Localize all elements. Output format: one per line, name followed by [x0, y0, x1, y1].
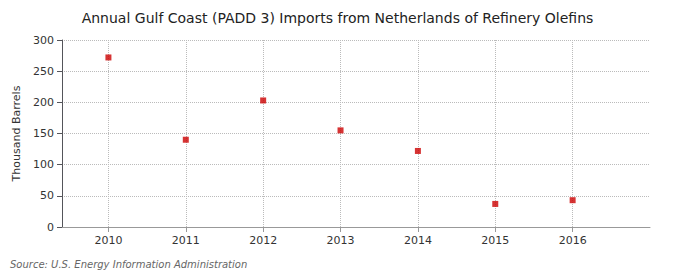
svg-text:100: 100 [33, 158, 54, 171]
svg-text:2015: 2015 [481, 234, 509, 247]
svg-text:Source: U.S. Energy Informatio: Source: U.S. Energy Information Administ… [10, 259, 247, 270]
svg-text:200: 200 [33, 96, 54, 109]
svg-text:2012: 2012 [249, 234, 277, 247]
svg-text:2013: 2013 [327, 234, 355, 247]
svg-text:50: 50 [40, 189, 54, 202]
svg-text:0: 0 [47, 221, 54, 234]
svg-text:2011: 2011 [172, 234, 200, 247]
svg-text:2014: 2014 [404, 234, 432, 247]
svg-text:Annual Gulf Coast (PADD 3) Imp: Annual Gulf Coast (PADD 3) Imports from … [82, 10, 594, 26]
svg-text:2010: 2010 [94, 234, 122, 247]
svg-text:150: 150 [33, 127, 54, 140]
svg-text:2016: 2016 [559, 234, 587, 247]
svg-text:300: 300 [33, 34, 54, 47]
svg-text:Thousand Barrels: Thousand Barrels [10, 85, 23, 182]
svg-text:250: 250 [33, 65, 54, 78]
